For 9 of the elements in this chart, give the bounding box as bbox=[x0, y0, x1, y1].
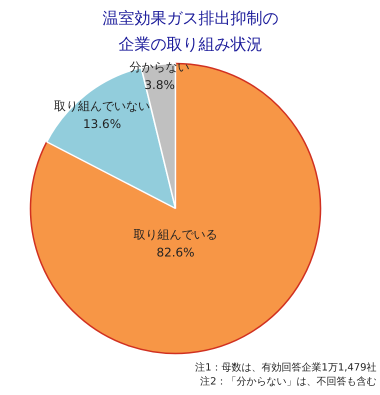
text: 注1：母数は、有効回答企業1万1,479社 bbox=[195, 362, 377, 374]
text: 注2：「分からない」は、不回答も含む bbox=[200, 376, 377, 388]
data-label: 82.6% bbox=[156, 246, 195, 260]
slice-label: 取り組んでいない bbox=[54, 99, 150, 114]
slice-label: 取り組んでいる bbox=[134, 228, 218, 242]
slice-label: 分からない bbox=[130, 60, 190, 74]
chart-title: 温室効果ガス排出抑制の企業の取り組み状況 bbox=[102, 8, 278, 54]
data-label: 3.8% bbox=[144, 78, 175, 92]
data-label: 13.6% bbox=[82, 117, 122, 132]
